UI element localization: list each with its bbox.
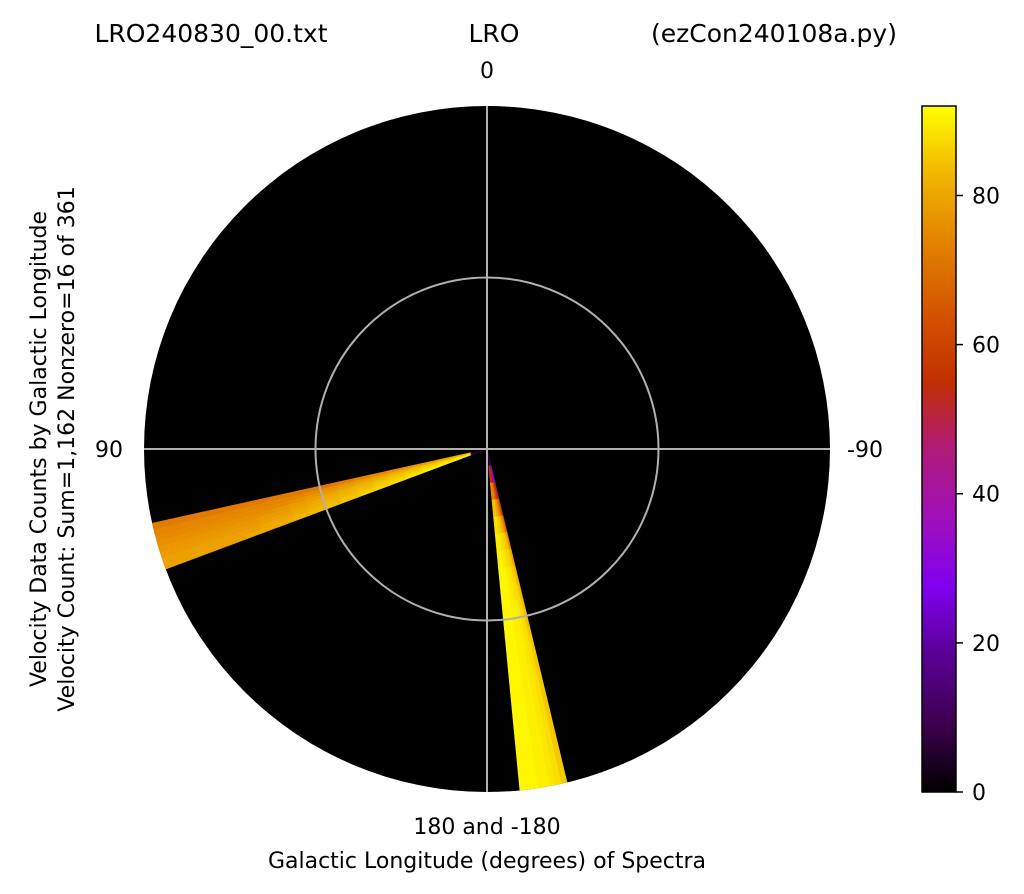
grid-ring: [314, 276, 660, 622]
polar-grid: [144, 106, 830, 792]
colorbar-tick-label-40: 40: [972, 483, 1000, 508]
x-axis-label: Galactic Longitude (degrees) of Spectra: [268, 849, 706, 874]
colorbar-tick-label-20: 20: [972, 632, 1000, 657]
angle-tick-minus-90: -90: [847, 438, 883, 463]
angle-tick-180: 180 and -180: [413, 815, 560, 840]
wedge-bin-lon-103-19: [151, 519, 171, 530]
y-axis-label-line1: Velocity Data Counts by Galactic Longitu…: [27, 211, 52, 687]
angle-tick-0: 0: [480, 59, 494, 84]
colorbar-tick-label-60: 60: [972, 334, 1000, 359]
y-axis-label-line2: Velocity Count: Sum=1,162 Nonzero=16 of …: [55, 186, 80, 711]
data-wedges: [151, 448, 568, 791]
colorbar-ticks: 0 20 40 60 80: [956, 184, 1000, 806]
header-program: (ezCon240108a.py): [651, 19, 897, 48]
header-filename: LRO240830_00.txt: [94, 19, 327, 48]
angle-tick-90: 90: [95, 438, 123, 463]
colorbar-tick-label-0: 0: [972, 781, 986, 806]
colorbar-tick-label-80: 80: [972, 184, 1000, 209]
header-station: LRO: [469, 19, 520, 48]
colorbar: [921, 105, 957, 793]
